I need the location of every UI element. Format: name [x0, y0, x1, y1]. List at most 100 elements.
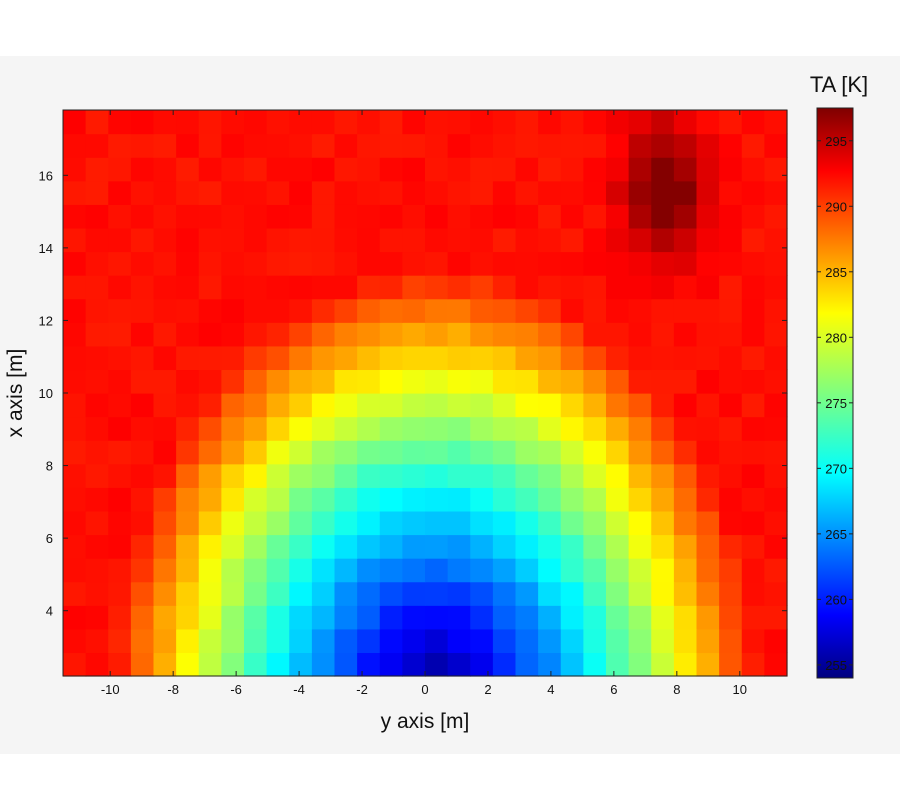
heatmap-cell [176, 204, 200, 229]
heatmap-cell [266, 180, 290, 205]
heatmap-cell [719, 251, 743, 276]
heatmap-cell [176, 345, 200, 371]
heatmap-cell [741, 369, 765, 394]
heatmap-cell [153, 251, 177, 276]
heatmap-cell [764, 510, 788, 536]
heatmap-cell [651, 275, 675, 300]
heatmap-cell [334, 416, 358, 441]
heatmap-cell [63, 345, 87, 371]
heatmap-cell [311, 180, 336, 205]
x-tick-label: 0 [421, 682, 428, 697]
heatmap-cell [198, 369, 222, 394]
heatmap-cell [492, 440, 517, 465]
x-tick-label: -4 [293, 682, 305, 697]
heatmap-cell [470, 628, 494, 654]
heatmap-cell [764, 180, 788, 205]
heatmap-cell [673, 251, 698, 276]
heatmap-cell [515, 298, 539, 323]
heatmap-cell [311, 251, 336, 276]
heatmap-cell [334, 440, 358, 465]
heatmap-cell [583, 463, 607, 488]
x-tick-label: 10 [733, 682, 747, 697]
heatmap-cell [402, 204, 426, 229]
heatmap-cell [741, 180, 765, 205]
colorbar-tick-label: 255 [825, 658, 847, 673]
heatmap-cell [515, 605, 539, 630]
colorbar-tick-label: 285 [825, 265, 847, 280]
heatmap-cell [538, 487, 562, 512]
heatmap-cell [357, 251, 381, 276]
heatmap-cell [198, 227, 222, 253]
heatmap-cell [515, 510, 539, 536]
heatmap-cell [538, 227, 562, 253]
heatmap-cell [583, 322, 607, 347]
heatmap-cell [696, 463, 720, 488]
heatmap-cell [311, 157, 336, 182]
heatmap-cell [696, 487, 720, 512]
heatmap-cell [447, 322, 471, 347]
heatmap-cell [447, 605, 471, 630]
heatmap-cell [221, 652, 245, 677]
heatmap-cell [447, 298, 471, 323]
heatmap-cell [583, 133, 607, 158]
heatmap-cell [357, 558, 381, 583]
heatmap-cell [673, 487, 698, 512]
heatmap-cell [244, 275, 268, 300]
heatmap-cell [447, 133, 471, 158]
heatmap-cell [719, 628, 743, 654]
heatmap-cell [470, 275, 494, 300]
heatmap-cell [651, 133, 675, 158]
heatmap-cell [266, 251, 290, 276]
heatmap-cell [379, 322, 403, 347]
heatmap-cell [334, 534, 358, 559]
heatmap-cell [492, 652, 517, 677]
heatmap-cell [334, 369, 358, 394]
heatmap-cell [764, 393, 788, 418]
heatmap-cell [515, 652, 539, 677]
heatmap-cell [153, 510, 177, 536]
heatmap-cell [221, 605, 245, 630]
heatmap-cell [379, 251, 403, 276]
heatmap-cell [696, 133, 720, 158]
heatmap-cell [583, 275, 607, 300]
heatmap-cell [379, 628, 403, 654]
x-tick-label: -8 [167, 682, 179, 697]
heatmap-cell [492, 204, 517, 229]
heatmap-cell [357, 416, 381, 441]
heatmap-cell [447, 510, 471, 536]
heatmap-cell [85, 180, 109, 205]
heatmap-cell [560, 298, 584, 323]
heatmap-cell [741, 157, 765, 182]
heatmap-cell [311, 581, 336, 606]
heatmap-cell [266, 416, 290, 441]
heatmap-cell [311, 652, 336, 677]
heatmap-cell [741, 345, 765, 371]
heatmap-cell [538, 652, 562, 677]
heatmap-cell [130, 510, 155, 536]
heatmap-cell [741, 628, 765, 654]
heatmap-cell [719, 275, 743, 300]
x-tick-label: 2 [484, 682, 491, 697]
heatmap-cell [470, 322, 494, 347]
heatmap-cell [85, 652, 109, 677]
heatmap-cell [130, 628, 155, 654]
heatmap-cell [515, 180, 539, 205]
heatmap-cell [108, 605, 132, 630]
heatmap-cell [153, 393, 177, 418]
heatmap-cell [130, 440, 155, 465]
heatmap-cell [764, 227, 788, 253]
heatmap-cell [560, 440, 584, 465]
heatmap-cell [696, 416, 720, 441]
heatmap-cell [244, 440, 268, 465]
heatmap-cell [176, 440, 200, 465]
heatmap-cell [741, 440, 765, 465]
heatmap-cell [515, 487, 539, 512]
heatmap-cell [198, 510, 222, 536]
colorbar-ticks: 255 260 265 270 275 280 285 290 295 [817, 134, 853, 673]
heatmap-cell [244, 322, 268, 347]
heatmap-cell [606, 510, 630, 536]
heatmap-cell [289, 133, 313, 158]
heatmap-cell [153, 628, 177, 654]
heatmap-cell [221, 322, 245, 347]
heatmap-cell [764, 110, 788, 135]
